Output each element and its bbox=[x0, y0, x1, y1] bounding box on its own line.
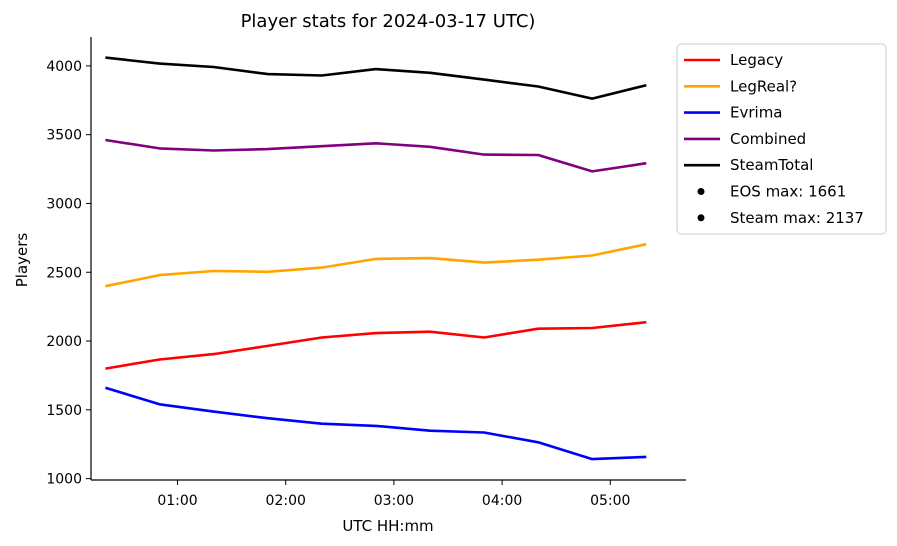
x-tick-label: 03:00 bbox=[374, 493, 414, 509]
y-tick-label: 3500 bbox=[46, 128, 82, 144]
legend-note: EOS max: 1661 bbox=[730, 183, 846, 201]
legend-label: LegReal? bbox=[730, 77, 797, 95]
x-tick-label: 04:00 bbox=[482, 493, 522, 509]
y-tick-label: 1500 bbox=[46, 403, 82, 419]
legend: Legacy LegReal? Evrima Combined SteamTotal EO… bbox=[676, 43, 887, 235]
x-tick-label: 01:00 bbox=[157, 493, 197, 509]
y-axis-label: Players bbox=[13, 233, 31, 288]
legend-label: SteamTotal bbox=[730, 156, 813, 174]
legend-note: Steam max: 2137 bbox=[730, 209, 864, 227]
x-tick-label: 05:00 bbox=[590, 493, 630, 509]
legend-label: Legacy bbox=[730, 51, 783, 69]
y-tick-label: 4000 bbox=[46, 59, 82, 75]
axes: 1000 1500 2000 2500 3000 3500 4000 01:00 02:00 03… bbox=[46, 37, 686, 509]
chart-title: Player stats for 2024-03-17 UTC) bbox=[241, 11, 536, 32]
y-tick-label: 2500 bbox=[46, 265, 82, 281]
legend-marker bbox=[697, 188, 705, 195]
series-line-legacy bbox=[105, 320, 647, 370]
y-tick-label: 3000 bbox=[46, 196, 82, 212]
y-tick-label: 2000 bbox=[46, 334, 82, 350]
series-line-evrima bbox=[105, 386, 647, 461]
series-line-steamtotal bbox=[105, 56, 647, 100]
legend-marker bbox=[697, 214, 705, 222]
y-tick-label: 1000 bbox=[46, 472, 82, 488]
legend-label: Evrima bbox=[730, 104, 783, 122]
x-tick-label: 02:00 bbox=[266, 493, 306, 509]
legend-label: Combined bbox=[730, 130, 806, 148]
legend-box bbox=[676, 43, 887, 235]
series-layer bbox=[105, 56, 647, 461]
series-line-legreal bbox=[105, 242, 647, 288]
series-line-combined bbox=[105, 138, 647, 173]
x-axis-label: UTC HH:mm bbox=[342, 517, 433, 535]
